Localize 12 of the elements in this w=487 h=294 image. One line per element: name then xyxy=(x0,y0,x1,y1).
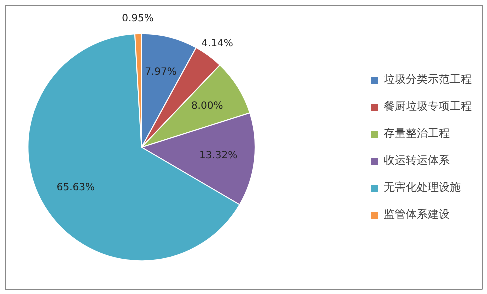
data-label: 65.63% xyxy=(56,182,96,194)
data-label: 13.32% xyxy=(200,150,238,162)
legend-label: 餐厨垃圾专项工程 xyxy=(384,99,472,114)
data-label: 8.00% xyxy=(191,101,224,112)
legend-label: 监管体系建设 xyxy=(384,207,450,222)
legend-label: 垃圾分类示范工程 xyxy=(384,72,472,87)
data-label: 7.97% xyxy=(145,67,177,78)
legend-label: 存量整治工程 xyxy=(384,126,450,141)
legend-label: 收运转运体系 xyxy=(384,153,450,168)
data-label: 4.14% xyxy=(202,38,234,50)
data-label: 0.95% xyxy=(122,14,154,25)
legend-label: 无害化处理设施 xyxy=(384,180,461,195)
